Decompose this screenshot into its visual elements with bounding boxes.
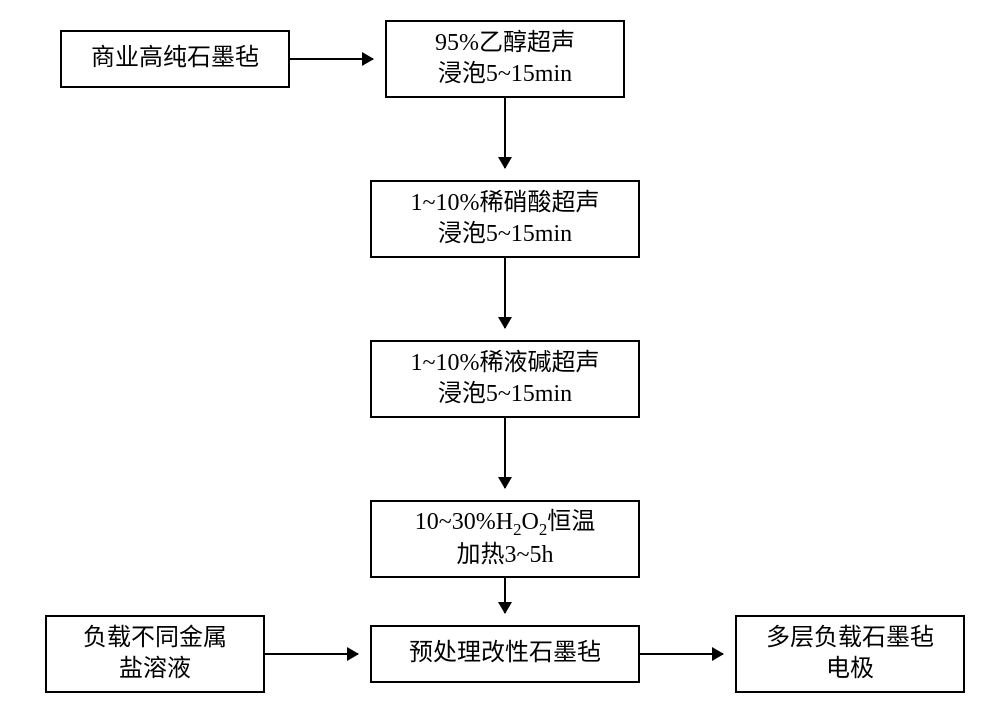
node-nitric-line2: 浸泡5~15min	[411, 219, 600, 250]
node-electrode-line1: 多层负载石墨毡	[766, 623, 934, 654]
node-nitric: 1~10%稀硝酸超声 浸泡5~15min	[370, 180, 640, 258]
node-alkali-line2: 浸泡5~15min	[411, 379, 600, 410]
node-salt: 负载不同金属 盐溶液	[45, 615, 265, 693]
node-start-text: 商业高纯石墨毡	[91, 43, 259, 74]
arrow-v-3	[504, 418, 506, 488]
node-ethanol-line2: 浸泡5~15min	[435, 59, 575, 90]
node-alkali-line1: 1~10%稀液碱超声	[411, 348, 600, 379]
arrow-v-4	[504, 578, 506, 613]
arrow-v-2	[504, 258, 506, 328]
node-pretreated-text: 预处理改性石墨毡	[409, 638, 601, 669]
node-nitric-body: 1~10%稀硝酸超声 浸泡5~15min	[411, 188, 600, 250]
node-ethanol-body: 95%乙醇超声 浸泡5~15min	[435, 28, 575, 90]
node-pretreated: 预处理改性石墨毡	[370, 625, 640, 683]
node-h2o2-body: 10~30%H2O2恒温 加热3~5h	[415, 507, 595, 572]
node-salt-line2: 盐溶液	[83, 654, 227, 685]
node-alkali: 1~10%稀液碱超声 浸泡5~15min	[370, 340, 640, 418]
node-h2o2-line1: 10~30%H2O2恒温	[415, 507, 595, 541]
arrow-v-1	[504, 98, 506, 168]
arrow-h-3	[640, 653, 723, 655]
node-electrode: 多层负载石墨毡 电极	[735, 615, 965, 693]
node-nitric-line1: 1~10%稀硝酸超声	[411, 188, 600, 219]
node-electrode-body: 多层负载石墨毡 电极	[766, 623, 934, 685]
arrow-h-2	[265, 653, 358, 655]
node-h2o2: 10~30%H2O2恒温 加热3~5h	[370, 500, 640, 578]
node-salt-line1: 负载不同金属	[83, 623, 227, 654]
node-start: 商业高纯石墨毡	[60, 30, 290, 88]
arrow-h-1	[290, 58, 373, 60]
node-h2o2-line2: 加热3~5h	[415, 540, 595, 571]
node-salt-body: 负载不同金属 盐溶液	[83, 623, 227, 685]
node-electrode-line2: 电极	[766, 654, 934, 685]
node-ethanol: 95%乙醇超声 浸泡5~15min	[385, 20, 625, 98]
node-alkali-body: 1~10%稀液碱超声 浸泡5~15min	[411, 348, 600, 410]
node-ethanol-line1: 95%乙醇超声	[435, 28, 575, 59]
